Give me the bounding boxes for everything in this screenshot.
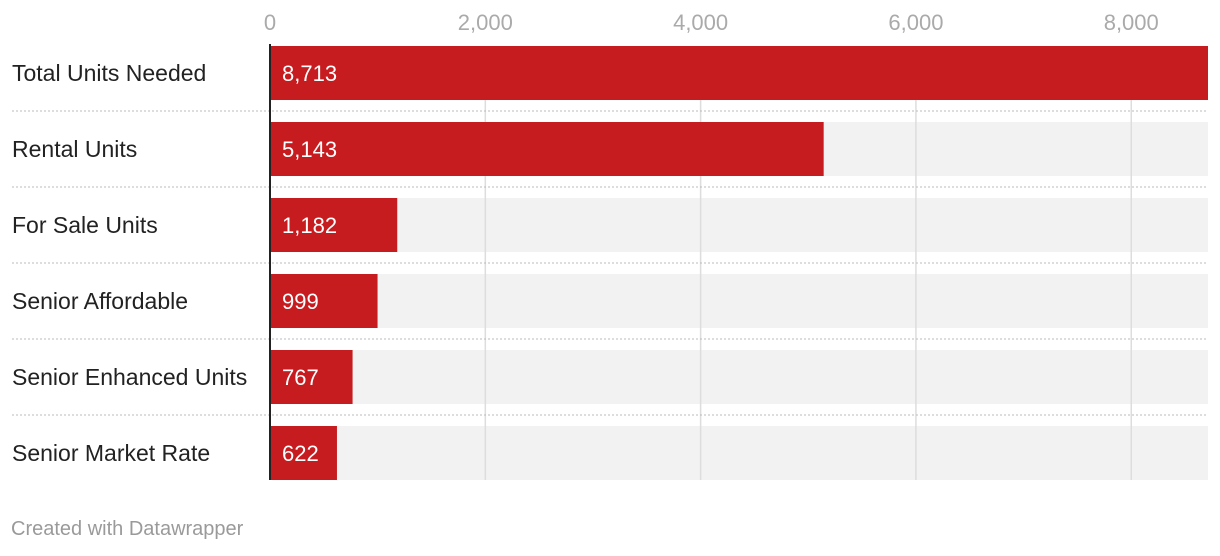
bar-chart: 8,713 Total Units Needed 5,143 Rental Units… (12, 10, 1208, 480)
value-label: 622 (282, 441, 319, 466)
value-label: 8,713 (282, 61, 337, 86)
category-label: Senior Affordable (12, 288, 188, 314)
value-label: 999 (282, 289, 319, 314)
bar (270, 274, 378, 328)
x-tick-label: 4,000 (673, 10, 728, 35)
x-tick-label: 0 (264, 10, 276, 35)
bar (270, 122, 824, 176)
category-label: Rental Units (12, 136, 137, 162)
category-label: Senior Market Rate (12, 440, 210, 466)
bar-track (270, 350, 1208, 404)
datawrapper-credit: Created with Datawrapper (11, 518, 244, 540)
bar (270, 426, 337, 480)
x-tick-label: 6,000 (888, 10, 943, 35)
bar-track (270, 426, 1208, 480)
bar-track (270, 274, 1208, 328)
bar (270, 46, 1208, 100)
x-tick-label: 8,000 (1104, 10, 1159, 35)
x-tick-label: 2,000 (458, 10, 513, 35)
value-label: 767 (282, 365, 319, 390)
category-label: Senior Enhanced Units (12, 364, 247, 390)
bar (270, 198, 398, 252)
value-label: 5,143 (282, 137, 337, 162)
value-label: 1,182 (282, 213, 337, 238)
category-label: For Sale Units (12, 212, 158, 238)
category-label: Total Units Needed (12, 60, 206, 86)
bar (270, 350, 353, 404)
bar-track (270, 198, 1208, 252)
